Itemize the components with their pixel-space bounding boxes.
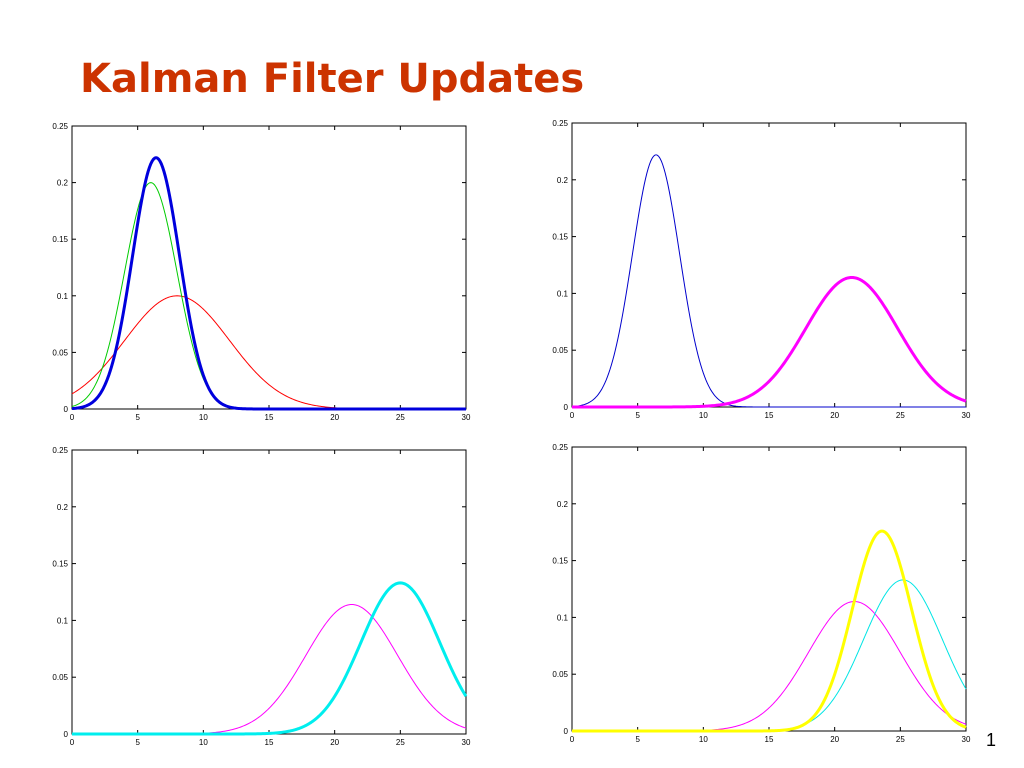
y-tick-label: 0.05 [552, 670, 568, 679]
x-tick-label: 25 [896, 735, 905, 744]
series-line-1 [571, 154, 966, 408]
chart-panel-1: 0 5 10 15 20 25 30 0 0.05 0.1 0.15 0.2 0.25 [52, 122, 471, 422]
x-tick-label: 30 [962, 411, 971, 420]
y-tick-label: 0.1 [557, 289, 569, 298]
plot-frame [71, 125, 467, 410]
x-tick-label: 25 [396, 413, 405, 422]
plot-frame [571, 122, 967, 408]
chart-panel-2: 0 5 10 15 20 25 30 0 0.05 0.1 0.15 0.2 0.25 [552, 119, 971, 420]
y-tick-label: 0.25 [552, 443, 568, 452]
x-tick-label: 25 [896, 411, 905, 420]
series-line-3 [571, 529, 967, 733]
y-tick-label: 0.1 [57, 616, 69, 625]
slide-title: Kalman Filter Updates [80, 56, 585, 102]
x-tick-label: 10 [199, 738, 208, 747]
x-tick-label: 30 [462, 738, 471, 747]
x-tick-label: 0 [570, 735, 575, 744]
y-tick-label: 0.25 [552, 119, 568, 128]
x-tick-label: 0 [570, 411, 575, 420]
x-tick-label: 10 [699, 735, 708, 744]
y-tick-label: 0 [64, 730, 69, 739]
plot-frame [71, 449, 467, 735]
y-tick-label: 0 [564, 403, 569, 412]
y-tick-label: 0.1 [557, 613, 569, 622]
y-tick-label: 0.15 [552, 233, 568, 242]
x-tick-label: 5 [135, 738, 140, 747]
x-tick-label: 20 [830, 411, 839, 420]
series-line-2 [71, 581, 468, 736]
y-tick-label: 0 [64, 405, 69, 414]
y-tick-label: 0.1 [57, 292, 69, 301]
series-line-3 [71, 156, 467, 411]
x-tick-label: 15 [265, 738, 274, 747]
x-tick-label: 20 [330, 738, 339, 747]
x-tick-label: 5 [635, 735, 640, 744]
x-tick-label: 0 [70, 413, 75, 422]
x-tick-label: 20 [330, 413, 339, 422]
x-tick-label: 20 [830, 735, 839, 744]
x-tick-label: 10 [699, 411, 708, 420]
x-tick-label: 25 [396, 738, 405, 747]
x-tick-label: 0 [70, 738, 75, 747]
chart-panel-3: 0 5 10 15 20 25 30 0 0.05 0.1 0.15 0.2 0.25 [52, 446, 471, 747]
chart-panel-4: 0 5 10 15 20 25 30 0 0.05 0.1 0.15 0.2 0.25 [552, 443, 971, 744]
x-tick-label: 30 [462, 413, 471, 422]
y-tick-label: 0.2 [57, 179, 69, 188]
y-tick-label: 0.05 [52, 348, 68, 357]
series-line-2 [571, 276, 967, 409]
x-tick-label: 30 [962, 735, 971, 744]
y-tick-label: 0.25 [52, 446, 68, 455]
x-tick-label: 5 [135, 413, 140, 422]
x-tick-label: 15 [765, 735, 774, 744]
y-tick-label: 0.25 [52, 122, 68, 131]
plot-frame [571, 446, 967, 732]
y-tick-label: 0.05 [52, 673, 68, 682]
x-tick-label: 5 [635, 411, 640, 420]
y-tick-label: 0.2 [557, 176, 569, 185]
y-tick-label: 0.15 [552, 557, 568, 566]
page-number: 1 [986, 730, 997, 750]
x-tick-label: 15 [265, 413, 274, 422]
y-tick-label: 0.15 [52, 560, 68, 569]
y-tick-label: 0.15 [52, 235, 68, 244]
x-tick-label: 10 [199, 413, 208, 422]
y-tick-label: 0.2 [557, 500, 569, 509]
y-tick-label: 0.05 [552, 346, 568, 355]
y-tick-label: 0 [564, 727, 569, 736]
x-tick-label: 15 [765, 411, 774, 420]
y-tick-label: 0.2 [57, 503, 69, 512]
